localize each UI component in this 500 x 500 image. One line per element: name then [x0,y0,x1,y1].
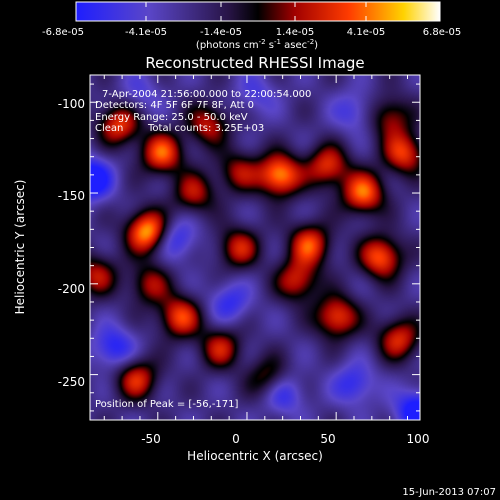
colorbar-ticks [145,2,367,21]
colorbar-tick-label: -6.8e-05 [42,27,84,38]
colorbar-tick-label: 4.1e-05 [347,27,385,38]
y-tick-label: -100 [58,97,85,111]
chart-title: Reconstructed RHESSI Image [145,54,364,72]
x-axis-label: Heliocentric X (arcsec) [187,449,323,463]
x-tick-label: 100 [407,432,430,446]
x-tick-label: 50 [320,432,335,446]
colorbar-tick-label: 1.4e-05 [276,27,314,38]
annotation-detectors: Detectors: 4F 5F 6F 7F 8F, Att 0 [95,100,254,111]
y-tick-label: -250 [58,375,85,389]
colorbar-tick-label: 6.8e-05 [423,27,461,38]
x-tick-label: 0 [232,432,240,446]
annotation-peak: Position of Peak = [-56,-171] [95,399,239,410]
x-tick-label: -50 [141,432,161,446]
colorbar-tick-labels: -6.8e-05 -4.1e-05 -1.4e-05 1.4e-05 4.1e-… [42,27,461,38]
y-tick-labels: -100 -150 -200 -250 [58,97,85,389]
colorbar [75,1,441,22]
y-axis-label: Heliocentric Y (arcsec) [13,180,27,315]
plot-annotations: 7-Apr-2004 21:56:00.000 to 22:00:54.000 … [95,89,311,410]
annotation-counts: Total counts: 3.25E+03 [147,123,264,134]
annotation-method: Clean [95,123,123,134]
x-tick-labels: -50 0 50 100 [141,432,429,446]
axis-ticks [90,75,420,420]
y-tick-label: -150 [58,189,85,203]
colorbar-tick-label: -4.1e-05 [125,27,167,38]
colorbar-tick-label: -1.4e-05 [200,27,242,38]
colorbar-unit-label: (photons cm-2 s-1 asec-2) [196,38,318,51]
annotation-time-range: 7-Apr-2004 21:56:00.000 to 22:00:54.000 [102,89,311,100]
heatmap-image [90,75,420,420]
y-tick-label: -200 [58,282,85,296]
annotation-energy: Energy Range: 25.0 - 50.0 keV [95,112,248,123]
footer-date: 15-Jun-2013 07:07 [402,487,496,498]
